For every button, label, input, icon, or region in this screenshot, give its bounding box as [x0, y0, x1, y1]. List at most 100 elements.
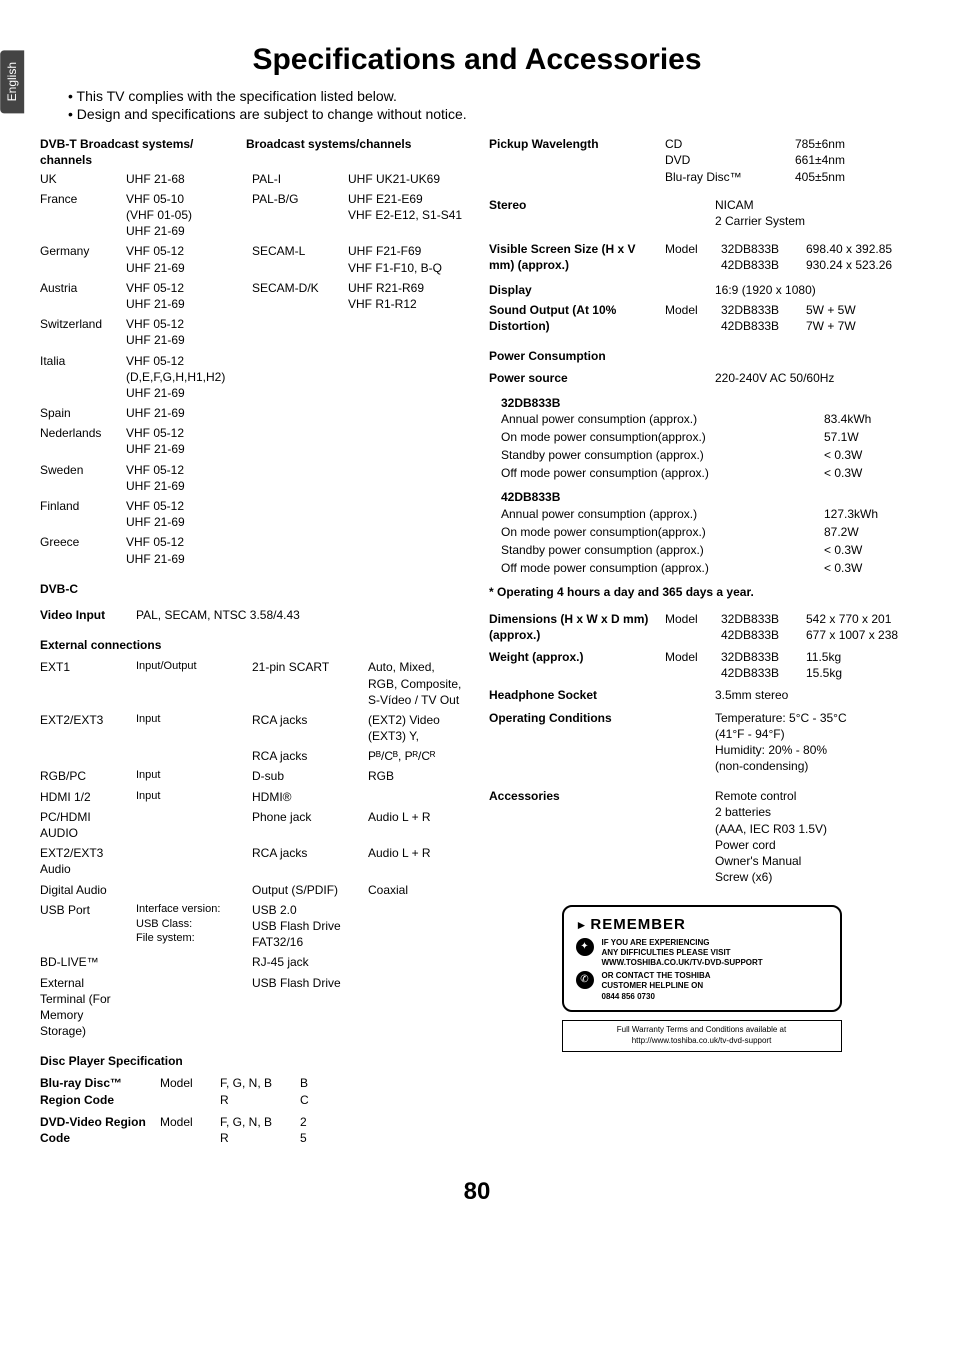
system — [252, 425, 342, 457]
broadcast-header: Broadcast systems/channels — [246, 136, 411, 168]
country: Greece — [40, 534, 120, 566]
ext-io — [136, 809, 246, 841]
broadcast — [348, 353, 465, 402]
language-tab: English — [0, 50, 24, 113]
system — [252, 462, 342, 494]
disc-region: 2 5 — [300, 1114, 330, 1146]
op-note: * Operating 4 hours a day and 365 days a… — [489, 584, 914, 600]
ext-io — [136, 845, 246, 877]
power-label: Off mode power consumption (approx.) — [501, 560, 824, 576]
power-row: Off mode power consumption (approx.)< 0.… — [501, 465, 914, 481]
model-val: 930.24 x 523.26 — [806, 257, 892, 273]
pickup-row: Blu-ray Disc™ — [665, 169, 795, 185]
dvbt-row: Italia VHF 05-12 (D,E,F,G,H,H1,H2) UHF 2… — [40, 353, 465, 402]
channels: UHF 21-69 — [126, 405, 246, 421]
disc-model: Model — [160, 1114, 220, 1146]
power-label: On mode power consumption(approx.) — [501, 524, 824, 540]
power-value: < 0.3W — [824, 447, 914, 463]
channels: UHF 21-68 — [126, 171, 246, 187]
remember-box: REMEMBER ✦ IF YOU ARE EXPERIENCING ANY D… — [562, 905, 842, 1012]
country: Spain — [40, 405, 120, 421]
power-label: Annual power consumption (approx.) — [501, 411, 824, 427]
ext-io: Input — [136, 789, 246, 805]
ext-jack: Output (S/PDIF) — [252, 882, 362, 898]
model-label: Model — [665, 302, 715, 334]
broadcast — [348, 462, 465, 494]
power-value: 83.4kWh — [824, 411, 914, 427]
system — [252, 353, 342, 402]
dvbt-row: Spain UHF 21-69 — [40, 405, 465, 421]
web-icon: ✦ — [576, 938, 594, 956]
model-val: 7W + 7W — [806, 318, 856, 334]
ext-jack: RCA jacks — [252, 748, 362, 764]
model-row: 42DB833B — [721, 318, 806, 334]
ext-row: BD-LIVE™ RJ-45 jack — [40, 954, 465, 970]
page-title: Specifications and Accessories — [40, 40, 914, 81]
model-val: 677 x 1007 x 238 — [806, 627, 898, 643]
dvbt-row: Switzerland VHF 05-12 UHF 21-69 — [40, 316, 465, 348]
pickup-label: Pickup Wavelength — [489, 136, 659, 185]
power-value: 127.3kWh — [824, 506, 914, 522]
broadcast: UHF UK21-UK69 — [348, 171, 465, 187]
power-row: On mode power consumption(approx.)87.2W — [501, 524, 914, 540]
ext-signal: (EXT2) Video (EXT3) Y, — [368, 712, 465, 744]
ext-row: EXT2/EXT3 Audio RCA jacks Audio L + R — [40, 845, 465, 877]
model-val: 698.40 x 392.85 — [806, 241, 892, 257]
system — [252, 534, 342, 566]
disc-codes: F, G, N, B R — [220, 1114, 300, 1146]
ext-io: Interface version: USB Class: File syste… — [136, 902, 246, 951]
model-val: 542 x 770 x 201 — [806, 611, 891, 627]
sound-label: Sound Output (At 10% Distortion) — [489, 302, 659, 334]
ext-signal — [368, 954, 465, 970]
ext-row: External Terminal (For Memory Storage) U… — [40, 975, 465, 1040]
system: PAL-B/G — [252, 191, 342, 240]
country: Nederlands — [40, 425, 120, 457]
dvbt-row: Finland VHF 05-12 UHF 21-69 — [40, 498, 465, 530]
ext-name — [40, 748, 130, 764]
ext-io: Input/Output — [136, 659, 246, 708]
pc1-title: 32DB833B — [501, 395, 914, 411]
system — [252, 498, 342, 530]
power-row: Standby power consumption (approx.)< 0.3… — [501, 447, 914, 463]
video-input-label: Video Input — [40, 607, 130, 623]
ext-signal — [368, 902, 465, 951]
model-row: 32DB833B — [721, 302, 806, 318]
ext-name: Digital Audio — [40, 882, 130, 898]
power-label: Standby power consumption (approx.) — [501, 542, 824, 558]
ext-jack: RCA jacks — [252, 845, 362, 877]
power-row: Standby power consumption (approx.)< 0.3… — [501, 542, 914, 558]
disc-label: DVD-Video Region Code — [40, 1114, 160, 1146]
channels: VHF 05-12 UHF 21-69 — [126, 498, 246, 530]
dvbt-row: Greece VHF 05-12 UHF 21-69 — [40, 534, 465, 566]
disc-model: Model — [160, 1075, 220, 1107]
power-source-label: Power source — [489, 370, 659, 386]
channels: VHF 05-12 UHF 21-69 — [126, 534, 246, 566]
ext-row: EXT2/EXT3 Input RCA jacks (EXT2) Video (… — [40, 712, 465, 744]
disc-label: Blu-ray Disc™ Region Code — [40, 1075, 160, 1107]
system — [252, 316, 342, 348]
dvbt-row: UK UHF 21-68 PAL-I UHF UK21-UK69 — [40, 171, 465, 187]
ext-jack: Phone jack — [252, 809, 362, 841]
headphone-value: 3.5mm stereo — [715, 687, 788, 703]
country: Finland — [40, 498, 120, 530]
power-value: 57.1W — [824, 429, 914, 445]
model-label: Model — [665, 611, 715, 643]
display-value: 16:9 (1920 x 1080) — [715, 282, 816, 298]
ext-signal: Auto, Mixed, RGB, Composite, S-Vídeo / T… — [368, 659, 465, 708]
dvbt-row: France VHF 05-10 (VHF 01-05) UHF 21-69 P… — [40, 191, 465, 240]
accessories-label: Accessories — [489, 788, 659, 885]
channels: VHF 05-12 (D,E,F,G,H,H1,H2) UHF 21-69 — [126, 353, 246, 402]
country: UK — [40, 171, 120, 187]
model-row: 32DB833B — [721, 611, 806, 627]
note-line: Design and specifications are subject to… — [68, 105, 914, 124]
opcond-label: Operating Conditions — [489, 710, 659, 775]
ext-jack: USB 2.0 USB Flash Drive FAT32/16 — [252, 902, 362, 951]
ext-row: Digital Audio Output (S/PDIF) Coaxial — [40, 882, 465, 898]
remember-text: IF YOU ARE EXPERIENCING ANY DIFFICULTIES… — [602, 938, 763, 969]
power-row: Annual power consumption (approx.)83.4kW… — [501, 411, 914, 427]
dvbt-row: Sweden VHF 05-12 UHF 21-69 — [40, 462, 465, 494]
pickup-val: 661±4nm — [795, 152, 845, 168]
power-label: Standby power consumption (approx.) — [501, 447, 824, 463]
power-row: Annual power consumption (approx.)127.3k… — [501, 506, 914, 522]
broadcast — [348, 534, 465, 566]
